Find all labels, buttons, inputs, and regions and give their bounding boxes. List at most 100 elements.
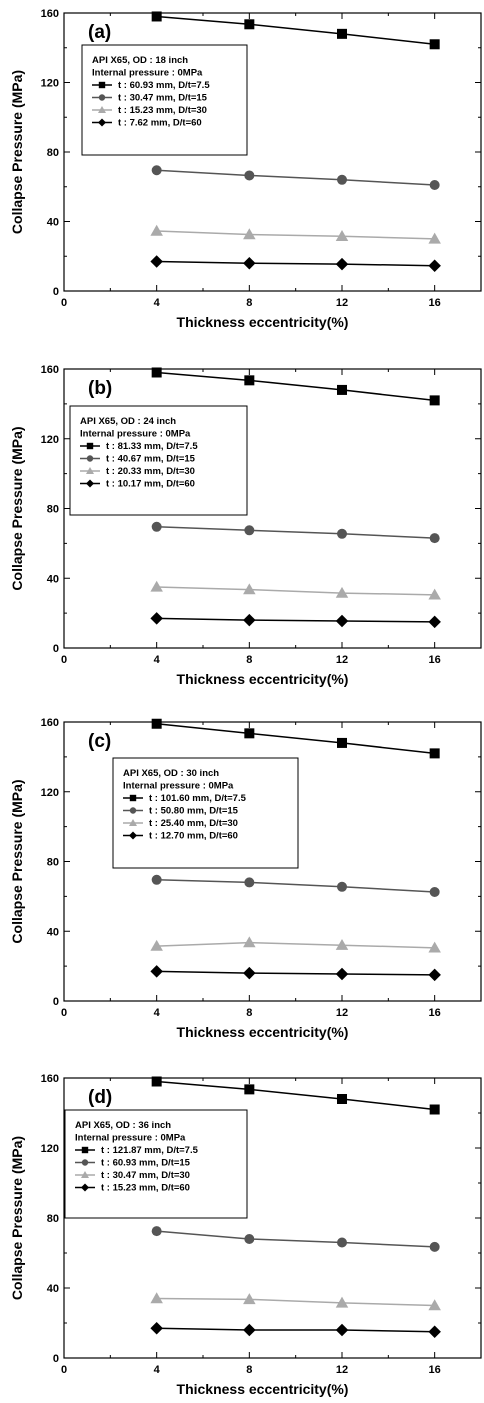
data-point-circle	[337, 174, 347, 185]
data-point-triangle	[335, 938, 349, 950]
series-line-1	[156, 1080, 435, 1111]
legend: API X65, OD : 18 inch Internal pressure :…	[81, 44, 248, 156]
legend-title-line: Internal pressure : 0MPa	[75, 1133, 186, 1144]
data-point-square	[337, 384, 347, 395]
legend-marker-square	[98, 81, 106, 89]
x-tick-label: 12	[336, 1364, 348, 1376]
y-tick-label: 0	[53, 1353, 59, 1365]
legend-entry-label: t : 30.47 mm, D/t=30	[101, 1170, 190, 1181]
data-point-circle	[151, 874, 162, 885]
y-tick-label: 160	[41, 364, 59, 376]
legend-entry-label: t : 10.17 mm, D/t=60	[106, 479, 195, 490]
data-point-circle	[429, 180, 440, 191]
x-axis-title: Thickness eccentricity(%)	[177, 314, 349, 330]
legend-title-line: API X65, OD : 30 inch	[123, 768, 219, 779]
legend-entry-label: t : 30.47 mm, D/t=15	[118, 93, 208, 104]
x-tick-label: 16	[429, 1007, 441, 1019]
legend-entry-label: t : 7.62 mm, D/t=60	[118, 118, 202, 129]
data-point-triangle	[335, 586, 349, 598]
data-point-circle	[429, 887, 440, 898]
y-tick-label: 120	[41, 787, 59, 799]
y-tick-label: 0	[53, 643, 59, 655]
data-point-circle	[429, 533, 440, 544]
legend-marker-triangle	[98, 106, 106, 113]
series-line-2	[156, 526, 435, 539]
data-point-diamond	[428, 968, 441, 982]
legend-marker-triangle	[86, 467, 94, 474]
data-point-triangle	[428, 1299, 441, 1311]
legend-entry-label: t : 101.60 mm, D/t=7.5	[149, 793, 247, 804]
data-point-triangle	[150, 939, 163, 951]
legend-marker-diamond	[98, 118, 106, 127]
y-tick-label: 0	[53, 286, 59, 298]
y-tick-label: 0	[53, 996, 59, 1008]
y-tick-label: 80	[47, 147, 59, 159]
panel-label: (c)	[88, 731, 111, 752]
y-tick-label: 120	[41, 434, 59, 446]
series-line-3	[156, 586, 435, 596]
legend-entry-label: t : 50.80 mm, D/t=15	[149, 806, 239, 817]
series-line-3	[156, 230, 435, 240]
legend-title-line: Internal pressure : 0MPa	[80, 429, 191, 440]
data-point-diamond	[243, 1323, 256, 1337]
data-point-circle	[151, 521, 162, 532]
data-point-triangle	[335, 230, 349, 241]
data-point-square	[151, 11, 162, 22]
series-line-1	[156, 371, 435, 402]
x-tick-label: 4	[154, 1007, 161, 1019]
data-point-square	[151, 1076, 162, 1087]
y-tick-label: 80	[47, 1213, 59, 1225]
data-point-square	[429, 39, 440, 50]
legend-box	[81, 44, 248, 156]
legend-entry-label: t : 25.40 mm, D/t=30	[149, 818, 238, 829]
series-line-3	[156, 941, 435, 949]
x-tick-label: 16	[429, 1364, 441, 1376]
legend-entry-label: t : 12.70 mm, D/t=60	[149, 831, 238, 842]
y-tick-label: 120	[41, 1143, 59, 1155]
legend-title-line: API X65, OD : 18 inch	[92, 55, 188, 66]
legend-box	[69, 405, 248, 516]
x-tick-label: 12	[336, 654, 348, 666]
data-point-square	[151, 718, 162, 729]
legend-box	[112, 757, 299, 869]
data-point-square	[429, 1104, 440, 1115]
y-tick-label: 40	[47, 1283, 59, 1295]
data-point-diamond	[428, 1325, 441, 1338]
data-point-square	[429, 395, 440, 406]
series-line-2	[156, 169, 435, 186]
y-tick-label: 40	[47, 217, 59, 229]
data-point-triangle	[243, 228, 256, 240]
data-point-diamond	[335, 967, 349, 981]
x-tick-label: 16	[429, 297, 441, 309]
legend-box	[64, 1109, 248, 1219]
legend-marker-circle	[86, 455, 94, 462]
data-point-square	[337, 737, 347, 748]
legend-entry-label: t : 60.93 mm, D/t=15	[101, 1158, 191, 1169]
legend-entry-label: t : 60.93 mm, D/t=7.5	[118, 80, 210, 91]
data-point-triangle	[243, 583, 256, 595]
y-axis-title: Collapse Pressure (MPa)	[9, 779, 25, 943]
y-tick-label: 80	[47, 504, 59, 516]
y-tick-label: 160	[41, 717, 59, 729]
data-point-circle	[337, 881, 347, 892]
y-tick-label: 40	[47, 926, 59, 938]
data-point-diamond	[150, 612, 163, 625]
data-point-circle	[151, 1226, 162, 1237]
legend-marker-circle	[98, 94, 106, 101]
data-point-square	[337, 1094, 347, 1104]
data-point-square	[244, 728, 255, 739]
x-tick-label: 8	[246, 1007, 252, 1019]
x-tick-label: 0	[61, 654, 67, 666]
legend-marker-diamond	[81, 1183, 89, 1192]
data-point-square	[244, 19, 255, 30]
data-point-circle	[429, 1241, 440, 1252]
legend-title-line: Internal pressure : 0MPa	[92, 68, 203, 79]
panel-label: (a)	[88, 22, 111, 43]
data-point-diamond	[150, 965, 163, 978]
panel-label: (d)	[88, 1087, 112, 1108]
series-line-2	[156, 1230, 435, 1248]
y-tick-label: 160	[41, 8, 59, 20]
x-tick-label: 8	[246, 654, 252, 666]
x-tick-label: 12	[336, 297, 348, 309]
